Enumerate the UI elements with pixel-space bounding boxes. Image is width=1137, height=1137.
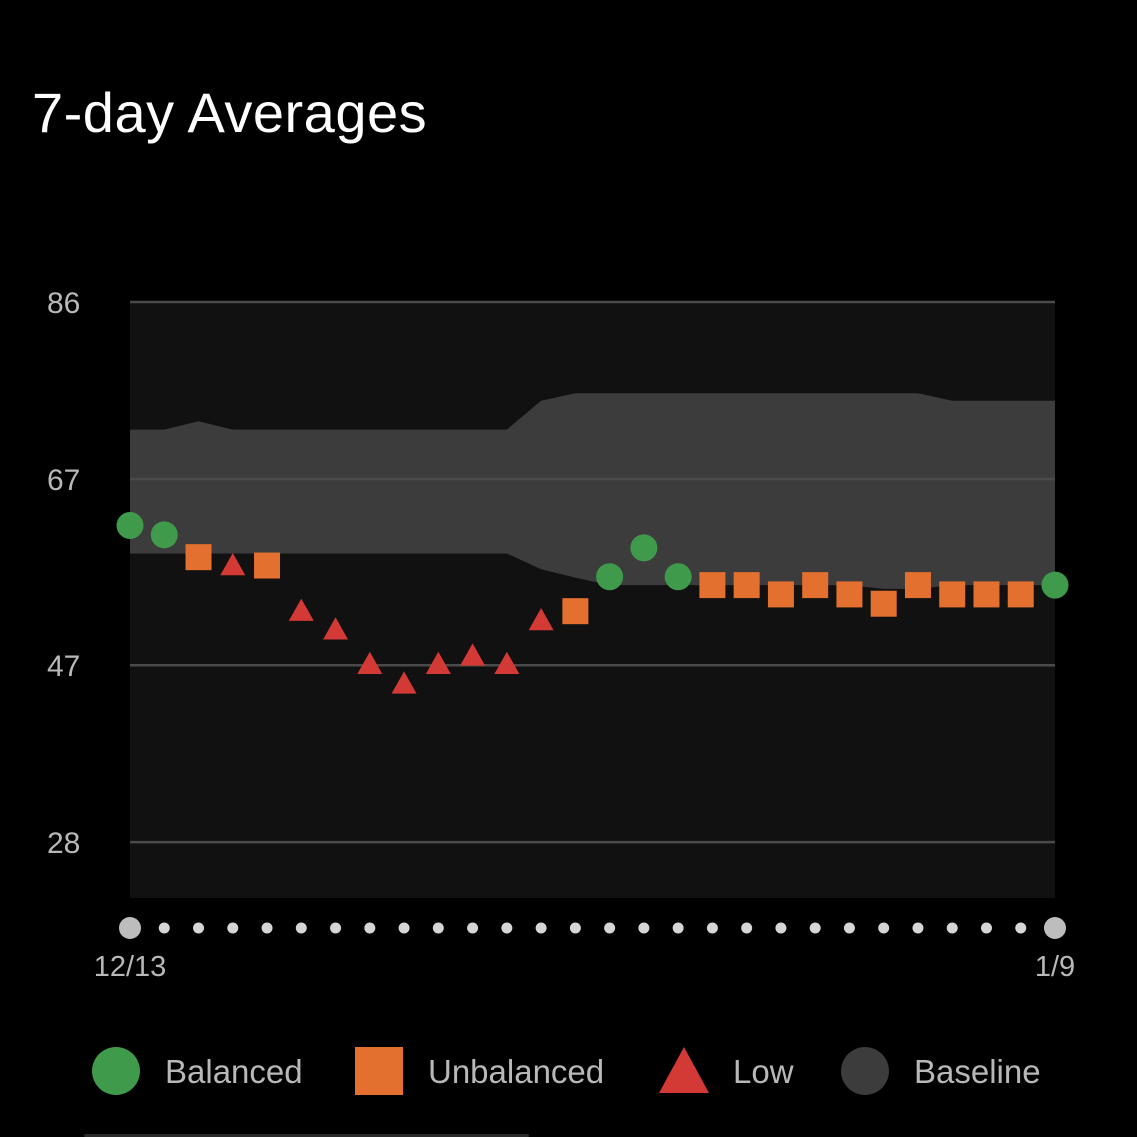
point-unbalanced[interactable] (939, 581, 966, 608)
legend-low-icon (659, 1047, 709, 1093)
point-balanced[interactable] (150, 521, 178, 549)
date-dot[interactable] (535, 922, 547, 934)
y-tick-label: 86 (47, 287, 80, 320)
point-unbalanced[interactable] (185, 544, 212, 571)
point-unbalanced[interactable] (973, 581, 1000, 608)
point-low[interactable] (425, 651, 451, 675)
date-dot[interactable] (330, 922, 342, 934)
date-dot[interactable] (775, 922, 787, 934)
date-dot[interactable] (604, 922, 616, 934)
point-low[interactable] (391, 671, 417, 694)
date-dot[interactable] (295, 922, 307, 934)
legend-unbalanced-icon (355, 1047, 403, 1095)
date-handle[interactable] (1044, 917, 1066, 939)
point-low[interactable] (460, 643, 486, 666)
date-dot[interactable] (878, 922, 890, 934)
point-unbalanced[interactable] (836, 581, 863, 608)
point-unbalanced[interactable] (904, 572, 931, 599)
legend: Balanced Unbalanced Low Baseline (92, 1047, 1041, 1095)
y-tick-label: 67 (47, 464, 80, 497)
point-balanced[interactable] (116, 512, 144, 539)
baseline-band (130, 393, 1055, 589)
point-unbalanced[interactable] (733, 572, 760, 599)
point-balanced[interactable] (1041, 571, 1069, 599)
date-dot[interactable] (467, 922, 479, 934)
point-low[interactable] (323, 617, 349, 640)
date-dot[interactable] (843, 922, 855, 934)
x-end-label: 1/9 (1035, 951, 1075, 983)
date-dot[interactable] (638, 922, 650, 934)
point-unbalanced[interactable] (254, 552, 281, 579)
date-dot[interactable] (946, 922, 958, 934)
date-dot[interactable] (569, 922, 581, 934)
point-unbalanced[interactable] (767, 581, 794, 608)
point-unbalanced[interactable] (870, 590, 897, 617)
point-low[interactable] (357, 651, 383, 675)
legend-baseline-label: Baseline (914, 1053, 1041, 1090)
data-points[interactable] (116, 512, 1069, 694)
date-dot[interactable] (432, 922, 444, 934)
date-dot[interactable] (501, 922, 513, 934)
point-low[interactable] (494, 651, 520, 675)
legend-low-label: Low (733, 1053, 794, 1090)
point-balanced[interactable] (630, 534, 658, 562)
point-balanced[interactable] (664, 563, 692, 591)
y-tick-label: 28 (47, 827, 80, 860)
point-low[interactable] (528, 607, 554, 631)
point-balanced[interactable] (596, 563, 624, 591)
date-dot[interactable] (809, 922, 821, 934)
date-dot[interactable] (364, 922, 376, 934)
date-dot[interactable] (1015, 922, 1027, 934)
page-title: 7-day Averages (32, 81, 428, 144)
legend-unbalanced-label: Unbalanced (428, 1053, 604, 1090)
date-dot[interactable] (398, 922, 410, 934)
legend-balanced-label: Balanced (165, 1053, 303, 1090)
point-unbalanced[interactable] (562, 598, 589, 625)
date-dot[interactable] (706, 922, 718, 934)
date-dot[interactable] (158, 922, 170, 934)
point-low[interactable] (288, 598, 314, 621)
date-dot[interactable] (912, 922, 924, 934)
home-indicator (84, 1134, 529, 1137)
gridlines (130, 300, 1055, 844)
date-dot[interactable] (227, 922, 239, 934)
legend-balanced-icon (92, 1047, 140, 1095)
date-dot[interactable] (980, 922, 992, 934)
plot-area (130, 302, 1055, 898)
date-scrubber[interactable]: 12/13 1/9 (94, 917, 1075, 983)
date-dot[interactable] (261, 922, 273, 934)
y-tick-label: 47 (47, 650, 80, 683)
date-dot[interactable] (672, 922, 684, 934)
legend-baseline-icon (841, 1047, 889, 1095)
date-handle[interactable] (119, 917, 141, 939)
plot-background (130, 302, 1055, 898)
date-dot[interactable] (193, 922, 205, 934)
date-dot[interactable] (741, 922, 753, 934)
point-unbalanced[interactable] (699, 572, 726, 599)
x-start-label: 12/13 (94, 951, 167, 983)
point-unbalanced[interactable] (1007, 581, 1034, 608)
point-unbalanced[interactable] (802, 572, 829, 599)
y-axis-ticks: 86 67 47 28 (47, 287, 80, 860)
point-low[interactable] (220, 553, 246, 576)
